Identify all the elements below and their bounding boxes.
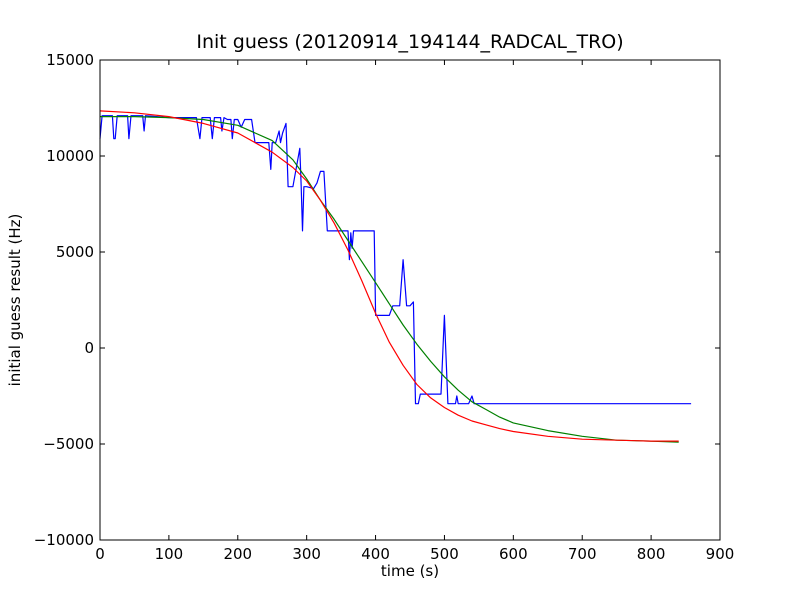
axis-ticks: 0 100 200 300 400 500 600 700 800 900 −10000 −5000 0… xyxy=(34,51,735,563)
x-tick-label: 500 xyxy=(430,545,459,563)
y-tick-label: 5000 xyxy=(56,243,94,261)
series-line-3 xyxy=(99,110,679,442)
x-tick-label: 400 xyxy=(361,545,390,563)
x-tick-label: 800 xyxy=(637,545,666,563)
y-axis-label: initial guess result (Hz) xyxy=(6,214,24,387)
x-axis-label: time (s) xyxy=(381,562,439,580)
chart-title: Init guess (20120914_194144_RADCAL_TRO) xyxy=(196,31,623,53)
x-tick-label: 0 xyxy=(95,545,105,563)
x-tick-label: 200 xyxy=(223,545,252,563)
y-tick-label: 15000 xyxy=(46,51,94,69)
x-tick-label: 900 xyxy=(706,545,735,563)
x-tick-label: 300 xyxy=(292,545,321,563)
series-line-1 xyxy=(99,115,692,405)
x-tick-label: 100 xyxy=(155,545,184,563)
x-tick-label: 700 xyxy=(568,545,597,563)
plot-series xyxy=(99,110,692,443)
y-tick-label: −5000 xyxy=(43,435,94,453)
plot-frame xyxy=(99,59,721,541)
series-line-2 xyxy=(100,115,679,443)
x-tick-label: 600 xyxy=(499,545,528,563)
y-tick-label: 10000 xyxy=(46,147,94,165)
y-tick-label: 0 xyxy=(84,339,94,357)
y-tick-label: −10000 xyxy=(34,531,94,549)
